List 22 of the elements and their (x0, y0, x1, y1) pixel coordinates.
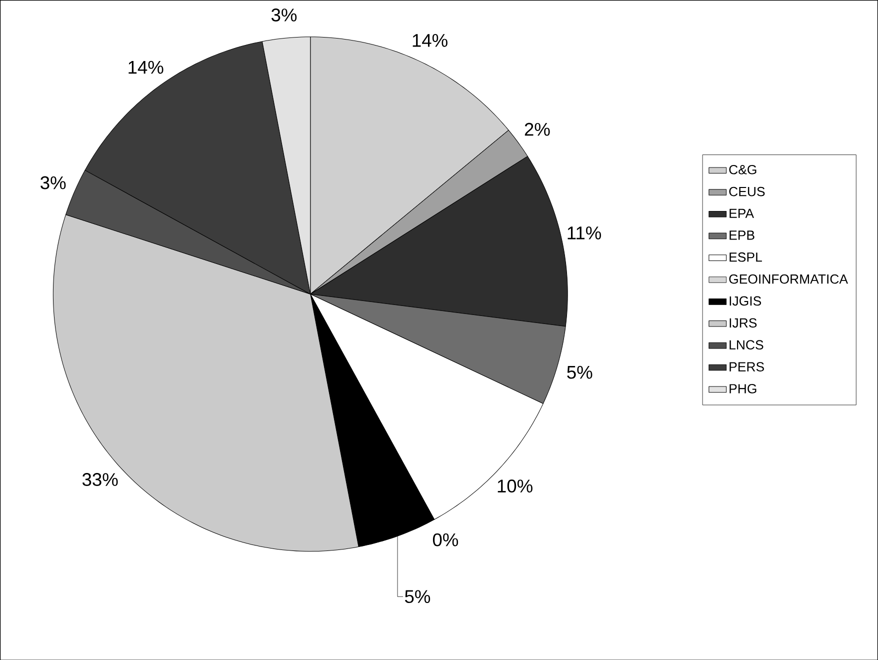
legend-label: GEOINFORMATICA (729, 274, 848, 284)
legend-label: PHG (730, 384, 756, 394)
data-label: 2% (524, 122, 550, 136)
legend-label: IJGIS (730, 296, 762, 306)
data-label: 10% (498, 479, 532, 492)
data-label: 14% (128, 60, 164, 74)
legend-label: IJRS (730, 318, 757, 328)
legend-label: CEUS (729, 186, 765, 196)
data-label: 5% (405, 590, 430, 603)
legend-label: ESPL (730, 252, 762, 262)
data-label: 3% (271, 8, 297, 22)
data-label: 11% (568, 226, 602, 240)
legend-label: EPB (730, 230, 754, 240)
legend-label: PERS (730, 362, 764, 372)
data-label: 33% (82, 472, 118, 486)
data-label: 3% (40, 176, 66, 190)
legend-label: EPA (730, 208, 754, 218)
legend-label: LNCS (730, 340, 764, 350)
data-label: 5% (567, 366, 592, 379)
text: 0% (432, 533, 458, 546)
legend-label: C&G (729, 164, 756, 174)
data-label: 14% (412, 34, 448, 47)
